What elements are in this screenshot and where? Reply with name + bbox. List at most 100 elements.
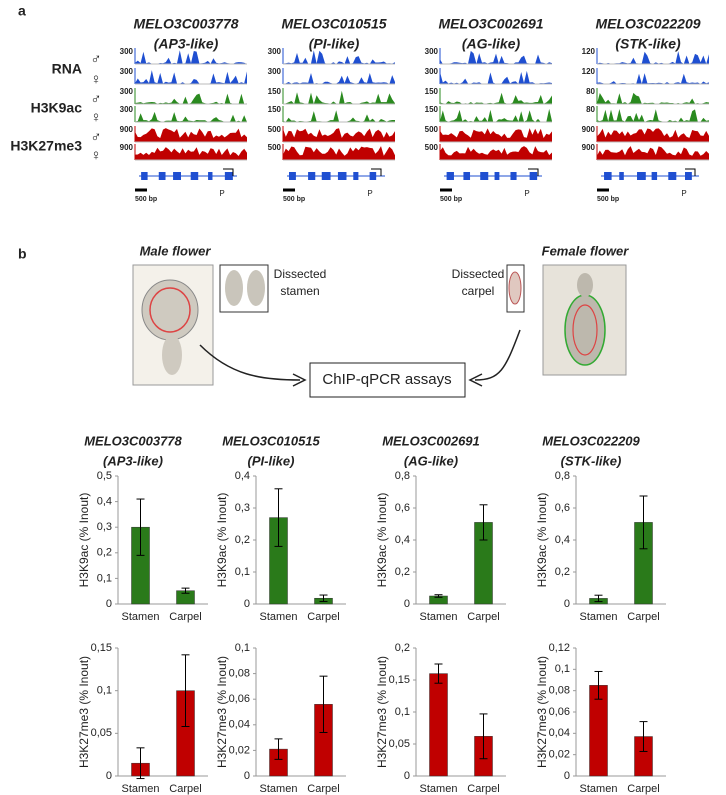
- track-signal: [135, 70, 247, 84]
- y-tick-label: 0,4: [235, 470, 250, 482]
- scale-label: 300: [425, 47, 439, 56]
- error-bar: [434, 663, 443, 684]
- x-tick-label: Stamen: [260, 783, 298, 795]
- scale-label: 150: [268, 105, 282, 114]
- chart-subtitle: (STK-like): [561, 453, 622, 468]
- exon: [529, 172, 538, 180]
- gene-alias: (STK-like): [615, 36, 681, 52]
- track-signal: [440, 146, 552, 160]
- scale-label: 150: [268, 87, 282, 96]
- note: stamen: [280, 284, 319, 298]
- track-signal: [283, 73, 395, 84]
- track-signal: [440, 128, 552, 142]
- x-tick-label: Carpel: [307, 783, 339, 795]
- error-bar: [639, 495, 648, 550]
- y-tick-label: 0,06: [229, 693, 250, 705]
- y-tick-label: 0,2: [97, 547, 112, 559]
- y-tick-label: 0,06: [549, 706, 570, 718]
- exon: [494, 172, 500, 180]
- y-tick-label: 0,5: [97, 470, 112, 482]
- x-tick-label: Carpel: [627, 783, 659, 795]
- x-tick-label: Carpel: [467, 783, 499, 795]
- error-bar: [594, 594, 603, 603]
- scale-bar-label: 500 bp: [597, 196, 619, 203]
- track-signal: [597, 146, 709, 160]
- chart-subtitle: (PI-like): [248, 453, 295, 468]
- chart-subtitle: (AG-like): [404, 453, 458, 468]
- sex-symbol: ♂: [90, 129, 101, 146]
- y-tick-label: 0,1: [555, 663, 570, 675]
- scale-label: 150: [425, 105, 439, 114]
- track-label: H3K9ac: [31, 100, 83, 116]
- y-tick-label: 0,4: [395, 534, 410, 546]
- promoter-label: P: [681, 189, 686, 198]
- tss-arrow: [528, 168, 539, 176]
- sex-symbol: ♀: [90, 109, 101, 126]
- exon: [289, 172, 296, 180]
- arrow: [199, 344, 301, 381]
- exon: [668, 172, 677, 180]
- promoter-label: P: [524, 189, 529, 198]
- sex-symbol: ♀: [90, 147, 101, 164]
- assay-box: [309, 362, 466, 398]
- chart-title: MELO3C003778: [84, 433, 182, 448]
- x-tick-label: Carpel: [169, 611, 201, 623]
- y-tick-label: 0: [244, 770, 250, 782]
- exon: [684, 172, 692, 180]
- y-tick-label: 0,1: [97, 572, 112, 584]
- track-signal: [135, 111, 247, 122]
- exon: [446, 172, 454, 180]
- track-signal: [597, 109, 709, 122]
- carpel-image: [506, 264, 525, 313]
- assay-label: ChIP-qPCR assays: [322, 371, 451, 388]
- chart-title: MELO3C002691: [382, 433, 480, 448]
- exon: [224, 172, 233, 180]
- scale-bar-label: 500 bp: [440, 196, 462, 203]
- error-bar: [181, 587, 190, 594]
- arrow-head: [468, 373, 483, 387]
- female-image: [542, 264, 627, 376]
- y-axis-label: H3K27me3 (% Inout): [215, 656, 229, 768]
- track-signal: [283, 128, 395, 142]
- error-bar: [274, 488, 283, 547]
- exon: [173, 172, 181, 180]
- track-signal: [283, 110, 395, 122]
- y-tick-label: 0,15: [389, 674, 410, 686]
- y-tick-label: 0,04: [549, 727, 570, 739]
- x-tick-label: Carpel: [307, 611, 339, 623]
- y-tick-label: 0,3: [235, 502, 250, 514]
- scale-label: 80: [586, 105, 595, 114]
- sex-symbol: ♀: [90, 71, 101, 88]
- promoter-label: P: [367, 189, 372, 198]
- y-axis-label: H3K9ac (% Inout): [535, 493, 549, 588]
- y-tick-label: 0,4: [555, 534, 570, 546]
- arrow: [474, 329, 521, 381]
- scale-label: 120: [582, 67, 596, 76]
- scale-bar-label: 500 bp: [283, 196, 305, 203]
- track-signal: [440, 108, 552, 122]
- error-bar: [639, 721, 648, 752]
- note: carpel: [462, 284, 495, 298]
- track-signal: [440, 70, 552, 84]
- male-image: [132, 264, 214, 386]
- scale-label: 300: [268, 47, 282, 56]
- panel-label: a: [18, 3, 26, 19]
- scale-label: 500: [268, 125, 282, 134]
- tss-arrow: [223, 168, 234, 176]
- exon: [510, 172, 517, 180]
- y-tick-label: 0: [106, 770, 112, 782]
- note: Dissected: [452, 267, 505, 281]
- y-tick-label: 0,1: [97, 685, 112, 697]
- scale-label: 300: [425, 67, 439, 76]
- gene-name: MELO3C002691: [438, 16, 543, 32]
- chart-title: MELO3C010515: [222, 433, 320, 448]
- scale-label: 300: [120, 105, 134, 114]
- y-tick-label: 0,12: [549, 642, 570, 654]
- female-label: Female flower: [542, 243, 630, 258]
- tss-arrow: [371, 168, 382, 176]
- y-tick-label: 0,6: [555, 502, 570, 514]
- y-tick-label: 0,08: [229, 668, 250, 680]
- error-bar: [319, 594, 328, 602]
- x-tick-label: Stamen: [260, 611, 298, 623]
